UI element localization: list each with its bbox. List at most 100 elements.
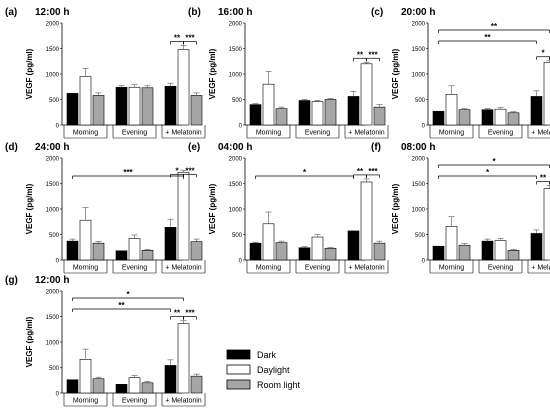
legend: Dark Daylight Room light [226,349,301,390]
y-tick-label: 2000 [229,157,243,163]
panel-label: (b) [188,7,201,18]
y-tick-label: 1000 [46,73,60,79]
bar [249,242,262,261]
bar [164,227,177,261]
bar [481,240,494,261]
bar [543,61,550,126]
bar [543,188,550,261]
y-tick-label: 0 [422,259,426,265]
significance-label: ** [484,33,491,42]
y-tick-label: 2000 [412,22,426,28]
y-tick-label: 500 [232,98,243,104]
significance-label: * [126,290,130,299]
bar [311,236,324,261]
y-tick-label: 1500 [229,47,243,53]
panel-label: (e) [188,142,200,153]
y-axis-label: VEGF (pg/ml) [391,48,400,99]
y-tick-label: 2000 [46,290,60,296]
chart-panel-4: (e) 04:00 h VEGF (pg/ml) 0 500 1000 1500 2000 Mo… [188,142,389,274]
bar [432,245,445,261]
group-label: Evening [488,265,513,272]
panel-title: 24:00 h [35,142,69,153]
panel-label: (g) [5,275,18,286]
significance-label: * [175,166,179,175]
y-tick-label: 500 [49,98,60,104]
bar [360,63,373,126]
group-label: Evening [122,265,147,272]
bar [66,240,79,261]
bar [275,242,288,261]
bar [347,96,360,126]
y-tick-label: 1000 [412,208,426,214]
bar [494,108,507,126]
y-tick-label: 1500 [412,47,426,53]
bar [66,379,79,394]
legend-label-room-light: Room light [257,380,301,390]
bar [298,100,311,126]
y-tick-label: 0 [56,392,60,398]
y-tick-label: 1000 [229,208,243,214]
legend-label-dark: Dark [257,350,277,360]
y-tick-label: 2000 [412,157,426,163]
panel-title: 04:00 h [218,142,252,153]
significance-label: ** [540,174,547,183]
bar [177,323,190,394]
y-tick-label: 1500 [46,315,60,321]
panel-label: (a) [5,7,17,18]
legend-swatch-daylight [226,364,251,375]
bar [311,101,324,126]
group-label: Morning [73,130,98,137]
significance-label: *** [185,166,195,175]
significance-label: ** [118,301,125,310]
y-tick-label: 2000 [46,22,60,28]
panel-label: (c) [371,7,383,18]
significance-label: * [486,168,490,177]
group-label: + Melatonin [348,130,384,137]
y-tick-label: 0 [56,124,60,130]
bar [432,110,445,126]
bar [92,95,105,126]
y-axis-label: VEGF (pg/ml) [208,48,217,99]
bar [115,384,128,394]
y-tick-label: 2000 [229,22,243,28]
group-label: Morning [256,130,281,137]
y-tick-label: 500 [415,98,426,104]
group-label: + Melatonin [165,130,201,137]
bar [324,99,337,126]
bar [249,104,262,126]
bar [66,93,79,126]
bar [373,106,386,126]
bar [79,219,92,261]
chart-panel-2: (c) 20:00 h VEGF (pg/ml) 0 500 1000 1500 2000 Mo… [371,7,550,139]
bar [190,241,203,261]
y-tick-label: 0 [239,124,243,130]
y-axis-label: VEGF (pg/ml) [25,183,34,234]
y-axis-label: VEGF (pg/ml) [391,183,400,234]
group-label: + Melatonin [348,265,384,272]
panel-label: (d) [5,142,18,153]
bar [164,85,177,126]
bar [164,365,177,394]
group-label: Evening [122,398,147,405]
bar [298,247,311,261]
panel-label: (f) [371,142,381,153]
bar [141,87,154,126]
significance-label: * [541,49,545,58]
bar [445,226,458,261]
significance-label: * [492,157,496,166]
bar [458,109,471,126]
y-tick-label: 2000 [46,157,60,163]
y-axis-label: VEGF (pg/ml) [25,316,34,367]
group-label: + Melatonin [531,130,550,137]
y-axis-label: VEGF (pg/ml) [25,48,34,99]
bar [507,112,520,126]
bar [445,94,458,126]
y-axis-label: VEGF (pg/ml) [208,183,217,234]
y-tick-label: 500 [49,233,60,239]
group-label: Morning [439,265,464,272]
group-label: Evening [122,130,147,137]
bar [507,250,520,261]
bar [115,250,128,261]
bar [347,230,360,261]
bar [141,250,154,261]
